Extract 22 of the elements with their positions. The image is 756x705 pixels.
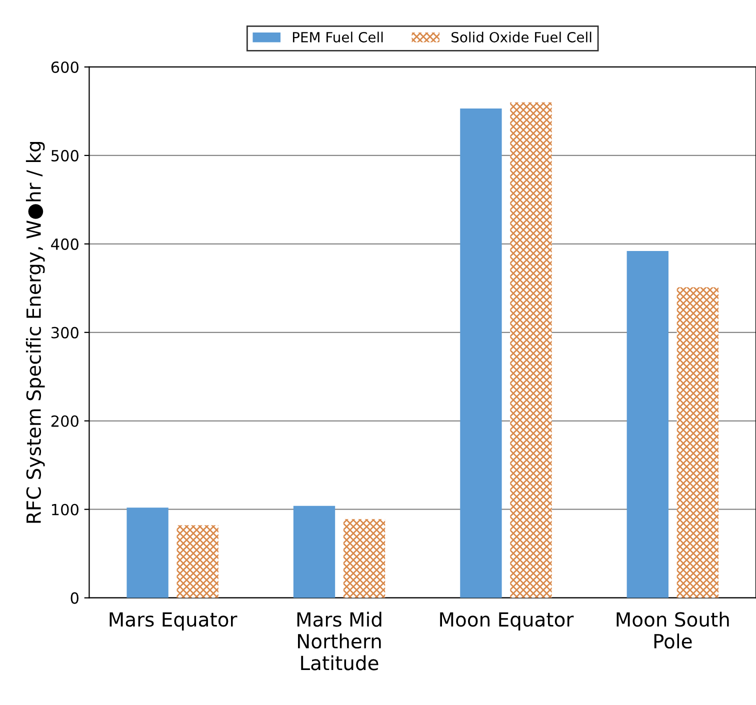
bar [676,287,718,598]
bar [510,102,552,598]
bar [176,525,218,598]
y-tick-label: 200 [51,415,78,427]
legend-label: PEM Fuel Cell [292,32,383,42]
bar [343,519,386,598]
y-tick-label: 600 [51,61,78,73]
x-tick-label: Moon South Pole [616,612,729,649]
bar [293,506,336,598]
x-tick-label: Mars Mid Northern Latitude [297,612,382,670]
y-tick-label: 500 [52,150,78,162]
y-axis-title: RFC System Specific Energy, W●hr / kg [26,142,45,523]
y-tick-label: 0 [70,592,78,604]
bar [460,108,502,598]
bar [126,508,168,598]
y-tick-label: 300 [51,326,78,338]
legend-label: Solid Oxide Fuel Cell [452,32,592,42]
y-tick-label: 100 [52,504,78,516]
y-tick-label: 400 [51,238,78,250]
x-tick-label: Mars Equator [110,612,238,631]
bar [626,251,668,598]
x-tick-label: Moon Equator [440,612,574,631]
